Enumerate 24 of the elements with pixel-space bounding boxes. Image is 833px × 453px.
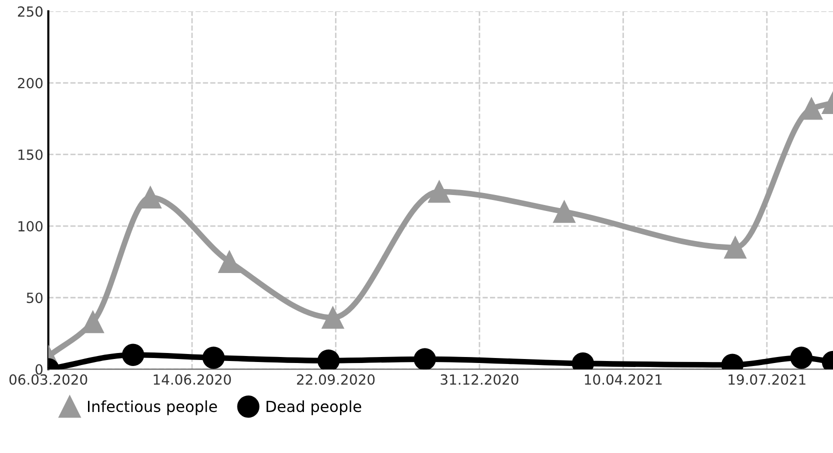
point (322, 306, 344, 329)
y-tick-label: 0 (36, 364, 43, 375)
point (724, 236, 746, 259)
point (317, 349, 340, 370)
y-tick-label: 200 (18, 78, 43, 88)
point (428, 180, 450, 203)
x-tick-label: 19.07.2021 (728, 374, 806, 385)
x-tick-label: 10.04.2021 (584, 374, 662, 385)
y-tick-label: 150 (18, 149, 43, 160)
point (202, 346, 225, 369)
y-tick-label: 250 (18, 6, 43, 17)
x-tick-label: 06.03.2020 (9, 374, 88, 385)
x-tick-label: 22.09.2020 (297, 374, 375, 385)
point (553, 200, 576, 223)
legend-label: Dead people (266, 400, 362, 416)
y-tick-label: 100 (18, 221, 43, 232)
point (790, 346, 812, 369)
point (122, 344, 144, 366)
y-tick-label: 50 (26, 292, 43, 304)
point (218, 250, 241, 273)
x-tick-label: 14.06.2020 (154, 374, 231, 385)
legend-label: Infectious people (88, 400, 217, 416)
point (414, 348, 436, 370)
x-tick-label: 31.12.2020 (440, 374, 518, 385)
